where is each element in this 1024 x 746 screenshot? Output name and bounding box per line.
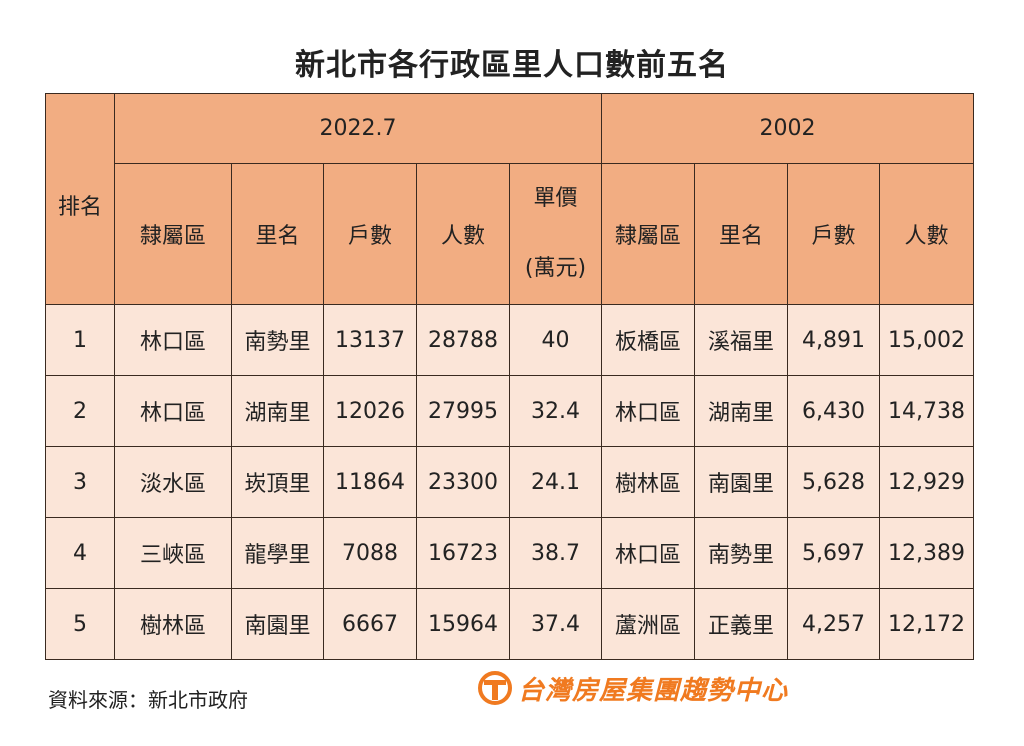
col-district-a: 隸屬區 [114, 163, 232, 305]
cell-district-b: 蘆洲區 [601, 588, 696, 660]
cell-price: 32.4 [508, 375, 603, 447]
cell-households-b: 6,430 [787, 375, 881, 447]
price-label: 單價 [533, 186, 578, 211]
cell-households-a: 6667 [323, 588, 417, 660]
year-header-2002: 2002 [601, 93, 975, 164]
cell-li-b: 溪福里 [694, 304, 789, 376]
cell-price: 40 [508, 304, 603, 376]
cell-rank: 5 [45, 588, 115, 660]
cell-district-a: 林口區 [114, 375, 232, 447]
cell-population-a: 27995 [416, 375, 510, 447]
cell-households-a: 11864 [323, 446, 417, 518]
col-district-b: 隸屬區 [601, 163, 696, 305]
table-row: 4 三峽區 龍學里 7088 16723 38.7 林口區 南勢里 5,697 … [45, 517, 975, 589]
cell-population-b: 12,929 [879, 446, 975, 518]
price-unit: (萬元) [524, 256, 587, 281]
page-title: 新北市各行政區里人口數前五名 [295, 48, 729, 83]
table-row: 2 林口區 湖南里 12026 27995 32.4 林口區 湖南里 6,430… [45, 375, 975, 447]
cell-district-b: 林口區 [601, 517, 696, 589]
cell-population-a: 15964 [416, 588, 510, 660]
cell-households-a: 13137 [323, 304, 417, 376]
cell-li-a: 南園里 [231, 588, 324, 660]
cell-price: 38.7 [508, 517, 603, 589]
cell-district-b: 林口區 [601, 375, 696, 447]
col-li-b: 里名 [694, 163, 789, 305]
cell-li-a: 崁頂里 [231, 446, 324, 518]
cell-population-b: 12,389 [879, 517, 975, 589]
brand-name: 台灣房屋集團趨勢中心 [518, 675, 789, 706]
cell-rank: 4 [45, 517, 115, 589]
cell-population-a: 23300 [416, 446, 510, 518]
data-source-note: 資料來源：新北市政府 [48, 688, 248, 712]
cell-district-a: 淡水區 [114, 446, 232, 518]
cell-price: 37.4 [508, 588, 603, 660]
cell-population-a: 16723 [416, 517, 510, 589]
rank-header: 排名 [45, 93, 115, 305]
col-households-b: 戶數 [787, 163, 881, 305]
brand-logo: 台灣房屋集團趨勢中心 [478, 670, 788, 706]
col-price: 單價 (萬元) [508, 163, 603, 305]
table-row: 5 樹林區 南園里 6667 15964 37.4 蘆洲區 正義里 4,257 … [45, 588, 975, 660]
col-li-a: 里名 [231, 163, 324, 305]
table-row: 1 林口區 南勢里 13137 28788 40 板橋區 溪福里 4,891 1… [45, 304, 975, 376]
cell-households-b: 4,891 [787, 304, 881, 376]
cell-households-a: 12026 [323, 375, 417, 447]
cell-district-a: 樹林區 [114, 588, 232, 660]
cell-population-b: 12,172 [879, 588, 975, 660]
year-header-2022: 2022.7 [113, 93, 603, 164]
cell-households-b: 5,697 [787, 517, 881, 589]
cell-district-b: 樹林區 [601, 446, 696, 518]
cell-population-a: 28788 [416, 304, 510, 376]
data-table: 排名 2022.7 2002 隸屬區 里名 戶數 人數 單價 (萬元) 隸屬區 … [45, 93, 975, 660]
cell-li-a: 湖南里 [231, 375, 324, 447]
cell-households-b: 5,628 [787, 446, 881, 518]
cell-population-b: 15,002 [879, 304, 975, 376]
cell-households-a: 7088 [323, 517, 417, 589]
cell-rank: 3 [45, 446, 115, 518]
house-t-icon [478, 671, 512, 705]
cell-district-a: 林口區 [114, 304, 232, 376]
col-population-b: 人數 [879, 163, 975, 305]
cell-li-b: 正義里 [694, 588, 789, 660]
cell-households-b: 4,257 [787, 588, 881, 660]
cell-li-b: 南園里 [694, 446, 789, 518]
col-households-a: 戶數 [323, 163, 417, 305]
cell-li-b: 南勢里 [694, 517, 789, 589]
table-row: 3 淡水區 崁頂里 11864 23300 24.1 樹林區 南園里 5,628… [45, 446, 975, 518]
cell-rank: 1 [45, 304, 115, 376]
cell-rank: 2 [45, 375, 115, 447]
cell-li-a: 龍學里 [231, 517, 324, 589]
cell-li-a: 南勢里 [231, 304, 324, 376]
cell-district-b: 板橋區 [601, 304, 696, 376]
cell-li-b: 湖南里 [694, 375, 789, 447]
col-population-a: 人數 [416, 163, 510, 305]
cell-population-b: 14,738 [879, 375, 975, 447]
cell-price: 24.1 [508, 446, 603, 518]
cell-district-a: 三峽區 [114, 517, 232, 589]
